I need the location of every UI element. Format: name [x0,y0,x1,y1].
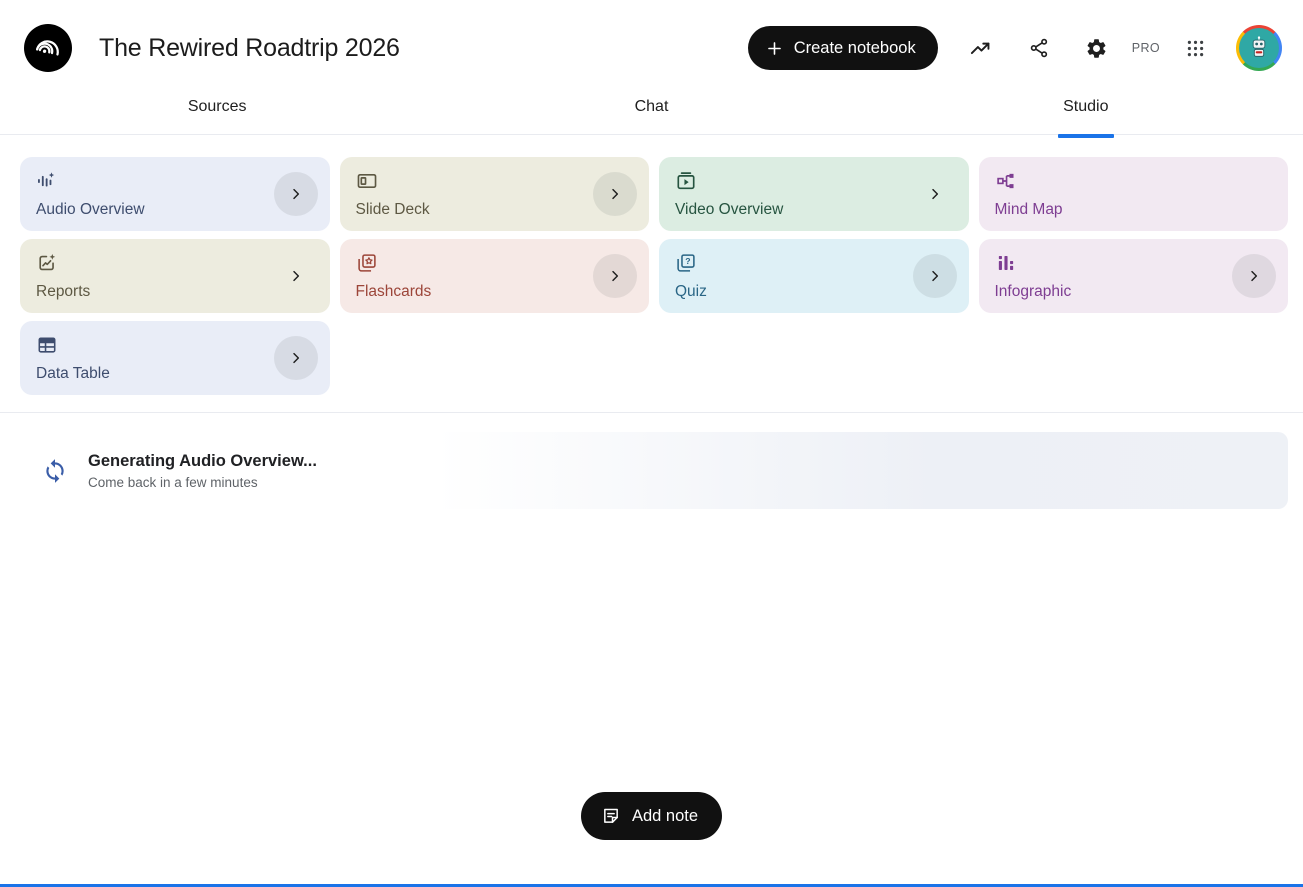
chevron-right-icon [607,186,623,202]
plus-icon [765,39,784,58]
open-reports-button[interactable] [274,254,318,298]
sync-icon [42,458,68,484]
logo-arcs-icon [35,39,59,56]
generating-title: Generating Audio Overview... [88,451,317,470]
card-label: Video Overview [675,201,784,218]
audio-overview-icon [36,170,58,192]
bottom-progress-bar [0,884,1303,887]
open-audio-overview-button[interactable] [273,172,318,216]
settings-gear-icon[interactable] [1077,28,1117,68]
tab-sources[interactable]: Sources [0,80,434,134]
generating-subtitle: Come back in a few minutes [88,474,258,490]
create-notebook-label: Create notebook [793,38,916,57]
studio-card-reports[interactable]: Reports [20,239,330,313]
tab-chat-label: Chat [634,98,669,115]
notebook-title: The Rewired Roadtrip 2026 [99,33,400,62]
google-apps-grid-icon[interactable] [1175,28,1215,68]
studio-card-data-table[interactable]: Data Table [20,321,330,395]
tab-studio[interactable]: Studio [869,80,1303,138]
infographic-icon [995,252,1017,274]
svg-text:?: ? [685,256,690,266]
card-label: Mind Map [994,201,1063,218]
open-video-overview-button[interactable] [913,172,957,216]
active-tab-indicator [1057,134,1114,138]
open-quiz-button[interactable] [912,254,957,298]
chevron-right-icon [607,268,623,284]
open-data-table-button[interactable] [273,336,318,380]
studio-card-slide-deck[interactable]: Slide Deck [339,157,649,231]
pro-badge: PRO [1131,41,1160,55]
panel-tabs: Sources Chat Studio [0,80,1303,138]
add-note-label: Add note [631,806,699,825]
studio-card-audio-overview[interactable]: Audio Overview [20,157,330,231]
card-label: Infographic [994,283,1072,300]
card-label: Flashcards [355,283,432,300]
notebooklm-logo[interactable] [24,24,72,72]
studio-card-infographic[interactable]: Infographic [978,239,1288,313]
chevron-right-icon [288,350,304,366]
chevron-right-icon [927,186,943,202]
studio-card-flashcards[interactable]: Flashcards [339,239,649,313]
video-overview-icon [675,170,697,192]
slide-deck-icon [356,170,378,192]
open-slide-deck-button[interactable] [593,172,637,216]
open-infographic-button[interactable] [1232,254,1276,298]
note-icon [601,806,621,826]
user-avatar[interactable] [1236,25,1282,71]
card-label: Audio Overview [36,201,145,218]
studio-card-quiz[interactable]: ? Quiz [659,239,969,313]
chevron-right-icon [288,186,304,202]
open-flashcards-button[interactable] [593,254,637,298]
studio-cards-grid: Audio Overview Slide Deck Video Overview Mi… [20,157,1288,395]
chevron-right-icon [288,268,304,284]
chevron-right-icon [1246,268,1262,284]
analytics-trending-icon[interactable] [961,28,1001,68]
tab-studio-label: Studio [1063,98,1109,115]
card-label: Quiz [675,283,707,300]
flashcards-icon [356,252,378,274]
studio-card-video-overview[interactable]: Video Overview [659,157,969,231]
avatar-robot-image [1239,28,1279,68]
studio-panel: Audio Overview Slide Deck Video Overview Mi… [0,157,1303,840]
quiz-icon: ? [675,252,697,274]
data-table-icon [36,334,58,356]
card-label: Reports [36,283,91,300]
generating-status-panel: Generating Audio Overview... Come back i… [15,432,1288,509]
chevron-right-icon [927,268,943,284]
add-note-button[interactable]: Add note [580,792,723,840]
create-notebook-button[interactable]: Create notebook [747,26,938,70]
reports-icon [36,252,58,274]
mind-map-icon [995,170,1017,192]
share-icon[interactable] [1019,28,1059,68]
section-divider [0,412,1303,413]
card-label: Slide Deck [355,201,430,218]
card-label: Data Table [36,365,110,382]
studio-card-mind-map[interactable]: Mind Map [978,157,1288,231]
tab-sources-label: Sources [187,98,247,115]
top-bar: The Rewired Roadtrip 2026 Create noteboo… [0,0,1303,80]
tab-chat[interactable]: Chat [434,80,868,134]
